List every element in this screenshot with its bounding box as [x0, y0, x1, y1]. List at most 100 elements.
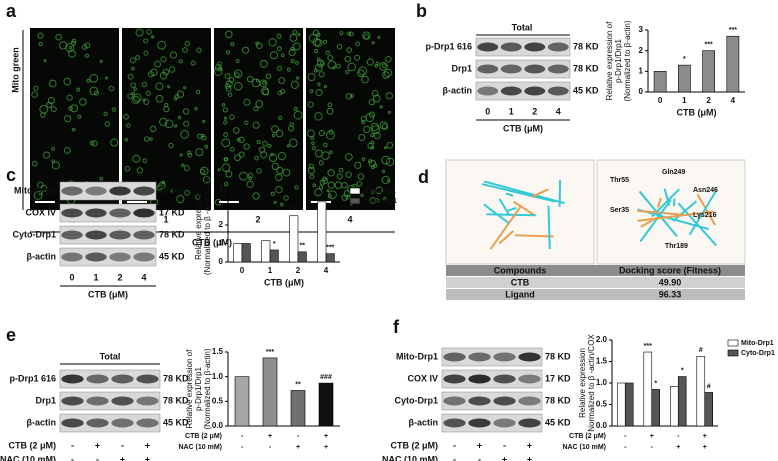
treatment-sign: -: [269, 444, 272, 451]
cell: [143, 50, 149, 56]
cell: [217, 66, 223, 72]
cell: [238, 151, 245, 158]
lane-label: 2: [532, 106, 537, 116]
cell: [176, 195, 185, 204]
legend-label: Cyto-Drp1: [741, 350, 775, 357]
significance: ###: [320, 374, 332, 381]
cell: [375, 186, 384, 194]
cell: [363, 33, 370, 40]
blot-band: [518, 374, 541, 384]
cell: [262, 140, 268, 147]
cell: [51, 146, 56, 151]
molecule-bond: [672, 200, 698, 222]
cell: [187, 150, 192, 155]
y-axis-label: Relative expression: [578, 348, 587, 418]
cell: [271, 133, 276, 138]
cell: [338, 167, 344, 173]
cell: [225, 50, 231, 55]
blot-label: β-actin: [27, 417, 57, 427]
lane-label: 0: [69, 272, 74, 282]
bar: [297, 251, 307, 263]
cell: [277, 151, 286, 161]
cell: [229, 114, 235, 120]
cell: [255, 79, 260, 83]
cell: [63, 147, 71, 154]
treatment-sign: -: [71, 454, 74, 461]
cell: [195, 148, 204, 157]
cell: [255, 100, 264, 108]
blot-strip: [441, 391, 543, 411]
cell: [124, 166, 131, 172]
y-tick-label: 0: [219, 257, 224, 266]
cell: [315, 63, 323, 72]
molecule-bond: [507, 206, 517, 212]
cell: [177, 115, 182, 120]
significance: *: [681, 367, 684, 374]
cell: [103, 111, 108, 117]
x-label: CTB (μM): [503, 123, 543, 133]
y-tick-label: 1.0: [596, 378, 608, 387]
blot-label: COX IV: [25, 207, 56, 217]
x-tick-label: 0: [240, 266, 245, 275]
bar: [678, 64, 691, 93]
residue-label: Thr189: [665, 243, 688, 250]
cell: [149, 125, 157, 133]
cell: [135, 55, 141, 61]
cell: [68, 49, 76, 58]
cell: [327, 181, 335, 189]
cell: [268, 153, 278, 162]
cell: [132, 154, 141, 163]
cell: [335, 63, 341, 69]
cell: [326, 189, 330, 193]
cell: [288, 138, 298, 148]
blot-band: [524, 86, 546, 96]
cell: [234, 154, 241, 162]
cell: [58, 41, 68, 50]
cell: [327, 60, 337, 70]
treatment-label: NAC (10 mM): [0, 454, 56, 461]
bar: [289, 215, 299, 263]
cell: [271, 162, 280, 171]
cell: [31, 91, 38, 98]
panel-letter: b: [416, 1, 427, 21]
cell: [276, 33, 282, 39]
blot-band: [500, 64, 522, 74]
y-tick-label: 1: [639, 66, 644, 75]
cell: [136, 167, 143, 174]
cell: [361, 75, 369, 84]
cell: [312, 38, 321, 47]
treatment-sign: +: [95, 440, 100, 450]
cell: [233, 127, 240, 134]
residue-label: Ser35: [610, 207, 629, 214]
cell: [358, 134, 366, 141]
cell: [385, 56, 392, 63]
cell: [283, 195, 289, 201]
blot-strip: [59, 203, 157, 223]
blot-label: β-actin: [409, 417, 439, 427]
cell: [357, 173, 365, 180]
cell: [276, 166, 284, 175]
y-axis-label: Relative expression of: [605, 21, 614, 100]
blot-band: [524, 42, 546, 52]
cell: [377, 35, 381, 40]
cell: [129, 57, 136, 64]
cell: [180, 129, 190, 139]
cell: [357, 69, 365, 78]
blot-strip: [59, 225, 157, 245]
cell: [287, 125, 295, 132]
cell: [346, 47, 353, 54]
docking-image: [596, 159, 746, 265]
cell: [247, 172, 254, 179]
cell: [265, 73, 272, 80]
x-tick-label: 0: [658, 96, 663, 105]
bar: [702, 50, 715, 93]
cell: [251, 78, 261, 88]
cell: [239, 171, 248, 181]
cell: [238, 136, 245, 143]
cell: [314, 188, 323, 197]
panel-letter: f: [393, 317, 400, 337]
cell: [280, 53, 285, 58]
cell: [309, 174, 315, 180]
cell: [141, 81, 148, 88]
cell: [370, 145, 375, 150]
